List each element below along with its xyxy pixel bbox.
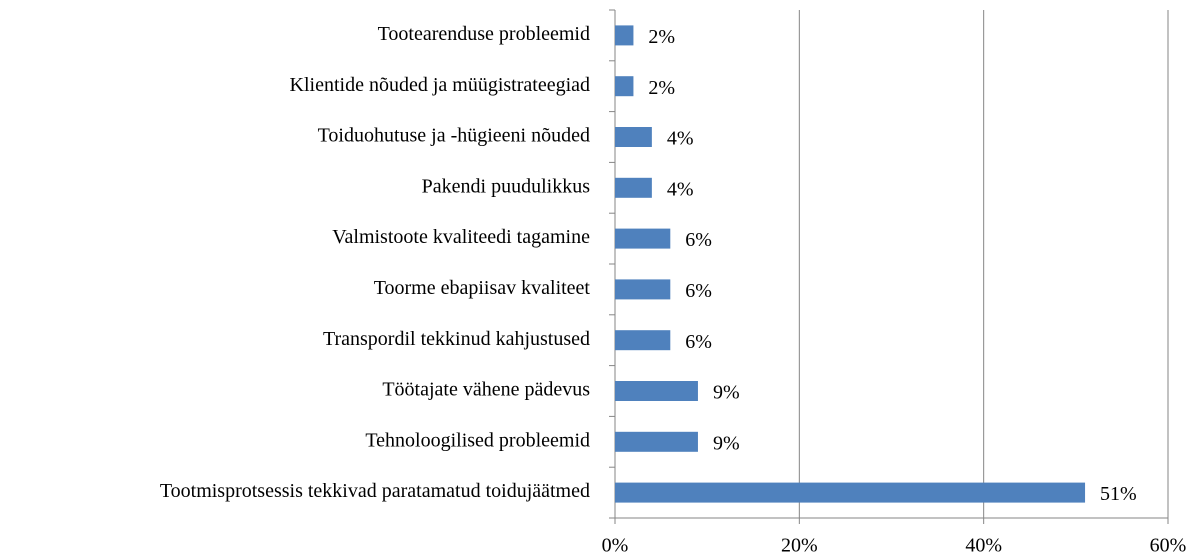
y-tick-label: Klientide nõuded ja müügistrateegiad (290, 74, 590, 96)
value-label: 2% (648, 77, 675, 99)
y-tick-label: Valmistoote kvaliteedi tagamine (332, 226, 590, 248)
bar (615, 127, 652, 147)
bar (615, 228, 671, 249)
y-tick-label: Tehnoloogilised probleemid (365, 429, 590, 451)
value-label: 51% (1100, 483, 1137, 505)
bar (615, 482, 1086, 503)
value-label: 2% (648, 26, 675, 48)
bar (615, 177, 652, 198)
value-label: 6% (685, 280, 712, 302)
bar (615, 76, 634, 97)
y-tick-label: Toiduohutuse ja -hügieeni nõuded (318, 125, 590, 147)
bar (615, 381, 698, 401)
bar (615, 279, 671, 300)
x-tick-label: 60% (1150, 535, 1187, 557)
value-label: 6% (685, 229, 712, 251)
y-tick-label: Tootmisprotsessis tekkivad paratamatud t… (160, 480, 590, 502)
y-tick-label: Toorme ebapiisav kvaliteet (374, 277, 591, 299)
value-label: 6% (685, 331, 712, 353)
y-tick-label: Tootearenduse probleemid (378, 23, 590, 45)
value-label: 4% (667, 178, 694, 200)
y-tick-label: Pakendi puudulikkus (422, 175, 591, 197)
bar (615, 330, 671, 351)
value-label: 4% (667, 128, 694, 150)
x-tick-label: 40% (965, 535, 1002, 557)
value-label: 9% (713, 382, 740, 404)
x-tick-label: 0% (602, 535, 629, 557)
value-label: 9% (713, 432, 740, 454)
bar (615, 431, 698, 452)
x-tick-label: 20% (781, 535, 818, 557)
bar (615, 25, 634, 46)
y-tick-label: Töötajate vähene pädevus (382, 379, 590, 401)
y-tick-label: Transpordil tekkinud kahjustused (323, 328, 590, 350)
